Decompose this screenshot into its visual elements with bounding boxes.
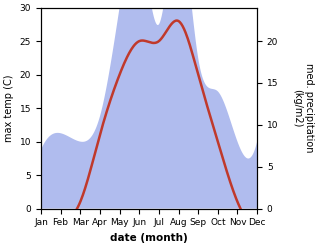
Y-axis label: max temp (C): max temp (C): [4, 74, 14, 142]
Y-axis label: med. precipitation
(kg/m2): med. precipitation (kg/m2): [292, 63, 314, 153]
X-axis label: date (month): date (month): [110, 233, 188, 243]
